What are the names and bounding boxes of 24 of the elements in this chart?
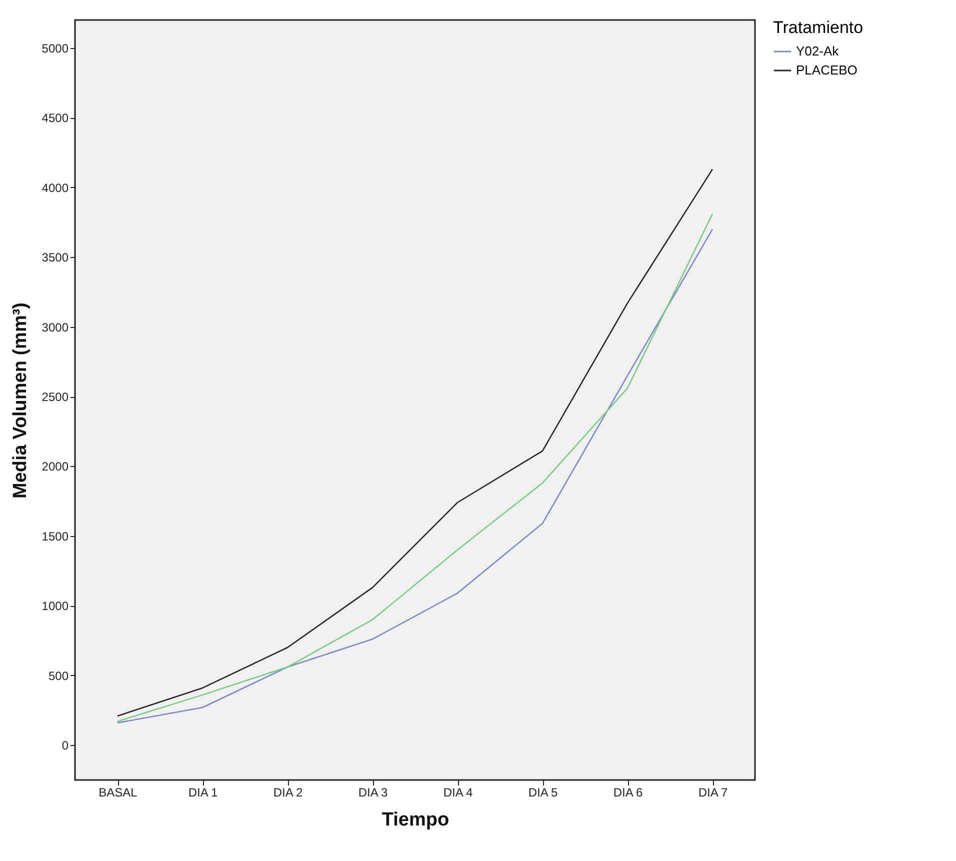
legend-label: Y02-Ak	[796, 44, 840, 58]
x-axis-title: Tiempo	[382, 810, 450, 830]
y-tick-label: 4000	[42, 180, 69, 195]
y-tick-label: 4500	[42, 111, 69, 126]
legend-label: PLACEBO	[796, 62, 858, 78]
x-tick-label: DIA 3	[358, 786, 388, 800]
y-tick-label: 2500	[42, 390, 69, 404]
x-tick-label: DIA 1	[188, 786, 218, 800]
x-tick-label: DIA 2	[273, 786, 303, 800]
y-axis-title: Media Volumen (mm³)	[10, 302, 31, 498]
y-tick-label: 3500	[42, 250, 69, 265]
x-tick-label: DIA 4	[443, 786, 473, 800]
y-tick-label: 500	[48, 668, 69, 683]
y-tick-label: 0	[62, 738, 69, 753]
x-tick-label: BASAL	[98, 786, 138, 800]
legend-title: Tratamiento	[773, 18, 864, 37]
y-tick-label: 2000	[42, 460, 69, 474]
x-tick-label: DIA 6	[613, 786, 643, 800]
y-tick-label: 5000	[42, 41, 69, 56]
y-tick-label: 1000	[42, 599, 69, 614]
y-tick-label: 3000	[42, 320, 69, 334]
x-tick-label: DIA 5	[528, 786, 558, 800]
y-tick-label: 1500	[42, 529, 69, 544]
x-tick-label: DIA 7	[698, 786, 728, 800]
